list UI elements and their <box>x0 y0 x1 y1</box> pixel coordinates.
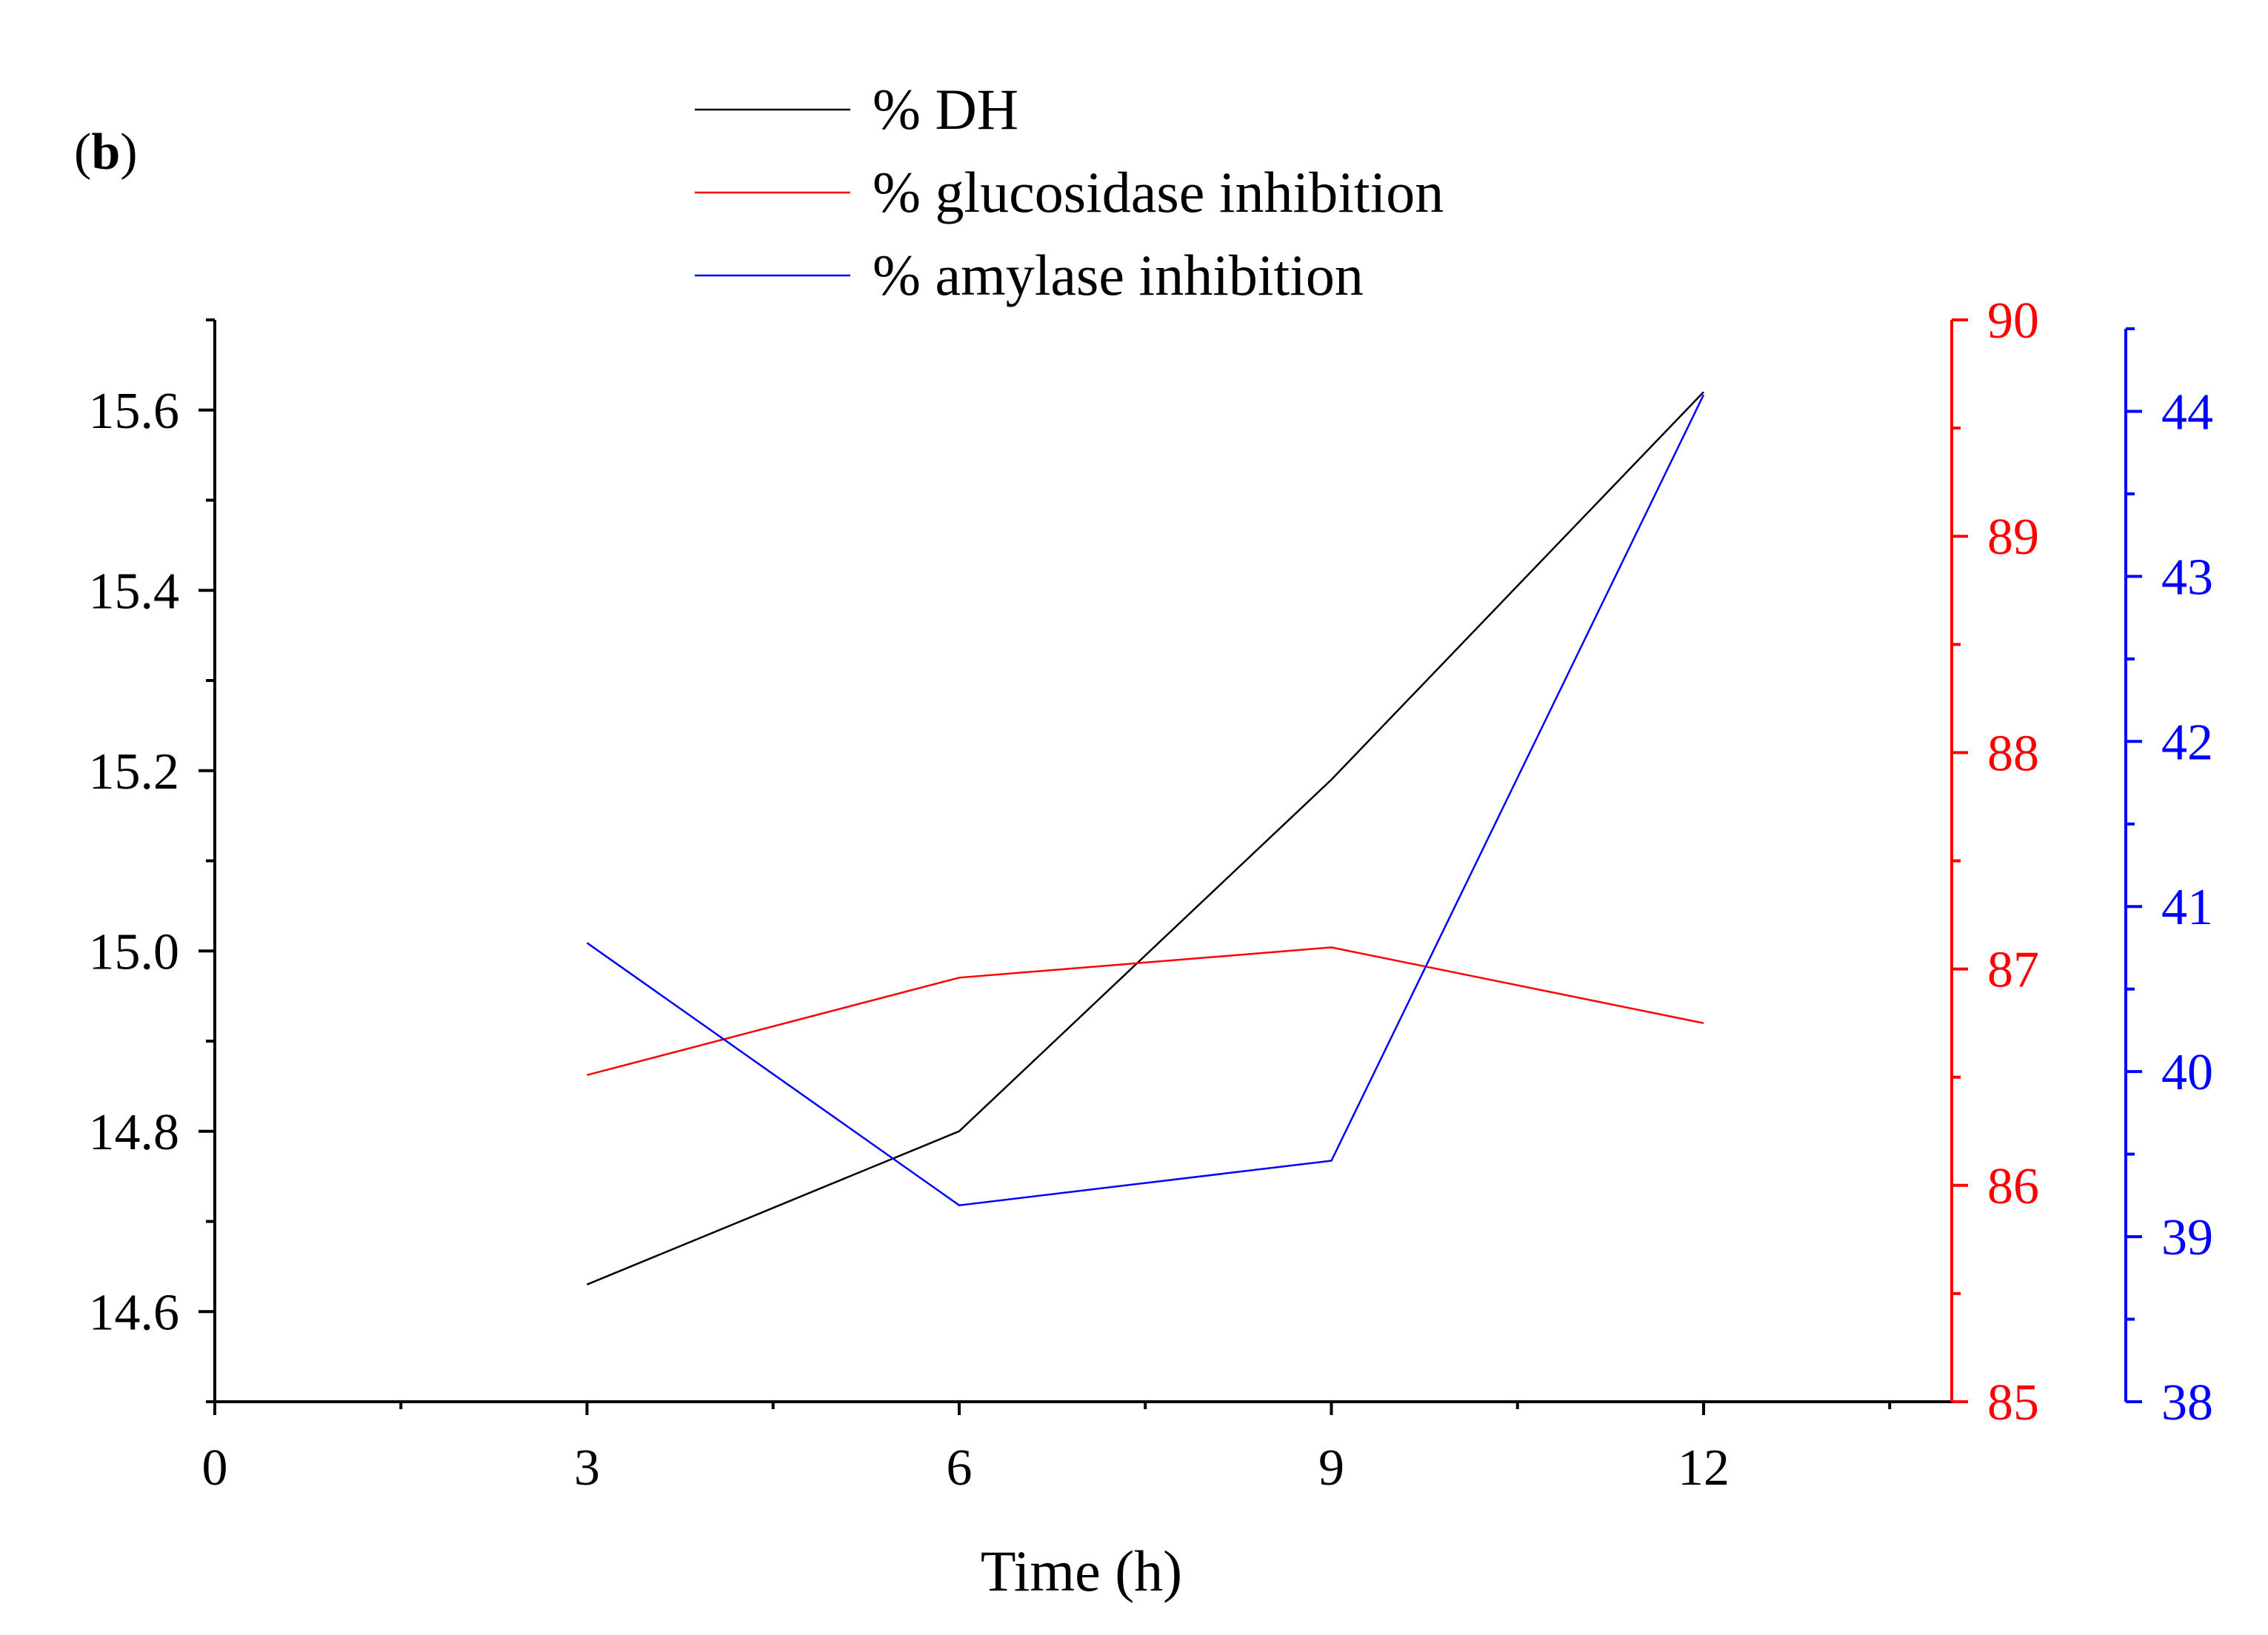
series-line-2 <box>587 946 1704 1077</box>
right1-tick-label: 89 <box>1987 509 2039 566</box>
right2-tick-label: 44 <box>2161 384 2213 441</box>
x-tick-label: 6 <box>947 1440 973 1497</box>
left-tick-label: 14.6 <box>89 1284 180 1341</box>
x-axis-title: Time (h) <box>981 1539 1182 1603</box>
right2-tick-label: 39 <box>2161 1209 2213 1266</box>
x-tick-label: 12 <box>1678 1440 1730 1497</box>
axes: 0 3 6 9 12 14.6 14.8 15.0 15.2 15.4 15.6 85 86 87 88 89… <box>89 292 2214 1497</box>
right1-tick-label: 87 <box>1987 942 2039 999</box>
series-line-3 <box>586 394 1705 1206</box>
left-tick-label: 15.0 <box>89 923 180 980</box>
x-tick-label: 3 <box>574 1440 600 1497</box>
x-tick-label: 0 <box>202 1440 228 1497</box>
right1-tick-label: 85 <box>1987 1374 2039 1431</box>
right1-tick-label: 86 <box>1987 1158 2039 1215</box>
right1-tick-label: 88 <box>1987 725 2039 782</box>
left-tick-label: 15.6 <box>89 383 180 440</box>
right2-tick-label: 41 <box>2161 879 2213 936</box>
right2-tick-label: 38 <box>2161 1374 2213 1431</box>
left-tick-label: 15.2 <box>89 743 180 800</box>
x-tick-label: 9 <box>1318 1440 1344 1497</box>
right2-tick-label: 42 <box>2161 714 2213 771</box>
right2-tick-label: 43 <box>2161 549 2213 606</box>
legend: % DH % glucosidase inhibition % amylase in… <box>695 77 1444 307</box>
right1-tick-label: 90 <box>1987 292 2039 350</box>
left-tick-label: 14.8 <box>89 1104 180 1161</box>
series-lines <box>586 391 1705 1285</box>
left-tick-label: 15.4 <box>89 563 180 620</box>
legend-label: % amylase inhibition <box>873 243 1364 307</box>
panel-label: (b) <box>74 124 138 181</box>
legend-label: % DH <box>873 77 1018 141</box>
series-line-1 <box>587 391 1704 1285</box>
legend-label: % glucosidase inhibition <box>873 160 1444 224</box>
right2-tick-label: 40 <box>2161 1044 2213 1101</box>
